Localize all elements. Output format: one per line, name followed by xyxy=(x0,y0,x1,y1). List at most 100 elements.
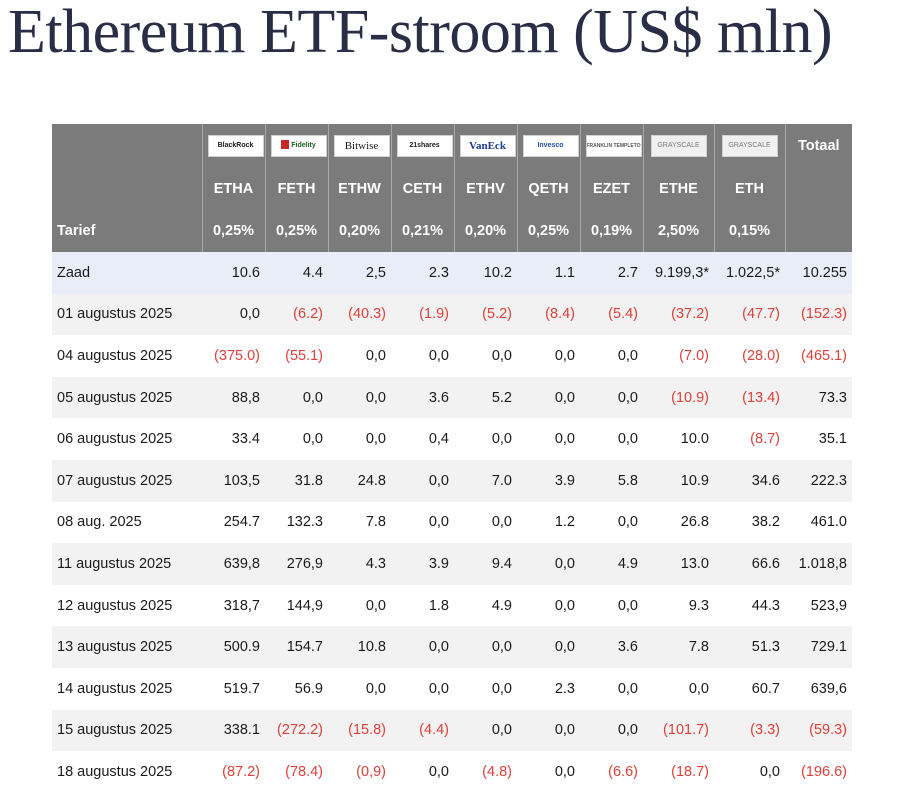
flow-cell: (375.0) xyxy=(214,347,260,364)
flow-cell: (28.0) xyxy=(742,347,780,364)
flow-cell: (0,9) xyxy=(356,763,386,780)
flow-cell: 0,0 xyxy=(302,389,323,406)
fee-cell: 0,20% xyxy=(453,210,517,252)
flow-cell: 0,0 xyxy=(617,597,638,614)
fee-cell: 0,25% xyxy=(516,210,580,252)
page-title: Ethereum ETF-stroom (US$ mln) xyxy=(8,0,833,66)
flow-cell: 0,0 xyxy=(428,347,449,364)
ticker-eth: ETH xyxy=(713,167,785,210)
flow-cell: (55.1) xyxy=(285,347,323,364)
flow-cell: 0,0 xyxy=(554,555,575,572)
flow-cell: 0,0 xyxy=(428,639,449,656)
vaneck-logo: VanEck xyxy=(459,134,516,157)
fee-cell: 2,50% xyxy=(642,210,714,252)
flow-cell: 0,0 xyxy=(554,722,575,739)
flow-cell: 10.8 xyxy=(357,639,386,656)
flow-cell: (4.4) xyxy=(419,722,449,739)
table-row: Zaad 10.6 4.4 2,5 2.3 10.2 1.1 2.7 9.199,3* 1.022… xyxy=(52,252,852,294)
flow-cell: 0,0 xyxy=(617,514,638,531)
flow-cell: 729.1 xyxy=(810,639,847,656)
flow-cell: 0,0 xyxy=(617,389,638,406)
flow-cell: 0,0 xyxy=(428,763,449,780)
flow-cell: 0,0 xyxy=(365,431,386,448)
ticker-ezet: EZET xyxy=(579,167,643,210)
flow-cell: 4.9 xyxy=(617,555,638,572)
flow-cell: 0,0 xyxy=(554,597,575,614)
table-row: 11 augustus 2025 639,8 276,9 4.3 3.9 9.4 0,0 4.… xyxy=(52,543,852,585)
flow-cell: 13.0 xyxy=(680,555,709,572)
row-label: 15 augustus 2025 xyxy=(57,722,173,739)
flow-cell: 639,8 xyxy=(223,555,260,572)
flow-cell: 0,0 xyxy=(617,431,638,448)
row-label: 13 augustus 2025 xyxy=(57,639,173,656)
flow-cell: 0,0 xyxy=(688,680,709,697)
flow-cell: 0,0 xyxy=(239,306,260,323)
flow-cell: (47.7) xyxy=(742,306,780,323)
flow-cell: 0,0 xyxy=(365,389,386,406)
row-label: 01 augustus 2025 xyxy=(57,306,173,323)
flow-cell: (152.3) xyxy=(801,306,847,323)
logo-row: BlackRock Fidelity Bitwise 21shares VanE… xyxy=(52,124,852,167)
flow-cell: 0,0 xyxy=(554,431,575,448)
flow-cell: (78.4) xyxy=(285,763,323,780)
flow-cell: 24.8 xyxy=(357,472,386,489)
ticker-feth: FETH xyxy=(264,167,328,210)
flow-cell: 3.9 xyxy=(428,555,449,572)
fee-label: Tarief xyxy=(57,223,96,239)
flow-cell: 519.7 xyxy=(223,680,260,697)
flow-cell: 318,7 xyxy=(223,597,260,614)
flow-cell: 0,4 xyxy=(428,431,449,448)
flow-cell: 38.2 xyxy=(751,514,780,531)
flow-cell: 10.6 xyxy=(231,264,260,281)
flow-cell: (18.7) xyxy=(671,763,709,780)
flow-cell: (13.4) xyxy=(742,389,780,406)
row-label: 04 augustus 2025 xyxy=(57,347,173,364)
flow-cell: 0,0 xyxy=(491,722,512,739)
flow-cell: 0,0 xyxy=(554,389,575,406)
flow-cell: 2,5 xyxy=(365,264,386,281)
flow-cell: 7.8 xyxy=(688,639,709,656)
flow-cell: 10.0 xyxy=(680,431,709,448)
flow-cell: 10.2 xyxy=(483,264,512,281)
table-row: 13 augustus 2025 500.9 154.7 10.8 0,0 0,0 0,0 3… xyxy=(52,626,852,668)
flow-cell: (8.7) xyxy=(750,431,780,448)
row-label: 05 augustus 2025 xyxy=(57,389,173,406)
flow-cell: 461.0 xyxy=(810,514,847,531)
flow-cell: 7.0 xyxy=(491,472,512,489)
flow-cell: 33.4 xyxy=(231,431,260,448)
flow-cell: 338.1 xyxy=(223,722,260,739)
flow-cell: 2.3 xyxy=(428,264,449,281)
row-label: 06 augustus 2025 xyxy=(57,431,173,448)
row-label: 11 augustus 2025 xyxy=(57,555,172,572)
flow-cell: (272.2) xyxy=(277,722,323,739)
table-row: 14 augustus 2025 519.7 56.9 0,0 0,0 0,0 2.3 0,0… xyxy=(52,667,852,710)
flow-cell: 34.6 xyxy=(751,472,780,489)
etf-flow-table: BlackRock Fidelity Bitwise 21shares VanE… xyxy=(52,124,852,793)
flow-cell: 0,0 xyxy=(491,639,512,656)
flow-cell: 88,8 xyxy=(231,389,260,406)
flow-cell: 3.6 xyxy=(428,389,449,406)
table-row: 07 augustus 2025 103,5 31.8 24.8 0,0 7.0 3.9 5.… xyxy=(52,459,852,502)
flow-cell: 523,9 xyxy=(810,597,847,614)
table-row: 08 aug. 2025 254.7 132.3 7.8 0,0 0,0 1.2 0,0 26.… xyxy=(52,501,852,544)
flow-cell: (6.2) xyxy=(293,306,323,323)
flow-cell: 35.1 xyxy=(818,431,847,448)
flow-cell: 3.6 xyxy=(617,639,638,656)
row-label: 18 augustus 2025 xyxy=(57,763,173,780)
flow-cell: 0,0 xyxy=(365,680,386,697)
row-label: 14 augustus 2025 xyxy=(57,680,173,697)
flow-cell: (59.3) xyxy=(809,722,847,739)
flow-cell: (465.1) xyxy=(801,347,847,364)
flow-cell: 4.4 xyxy=(302,264,323,281)
flow-cell: (10.9) xyxy=(671,389,709,406)
fee-total-cell xyxy=(784,210,852,252)
flow-cell: 5.8 xyxy=(617,472,638,489)
flow-cell: (40.3) xyxy=(348,306,386,323)
blackrock-logo: BlackRock xyxy=(207,134,264,157)
flow-cell: 9.4 xyxy=(491,555,512,572)
flow-cell: 5.2 xyxy=(491,389,512,406)
grayscale-logo: GRAYSCALE xyxy=(650,134,707,157)
corner-cell xyxy=(52,124,202,167)
flow-cell: (8.4) xyxy=(545,306,575,323)
ticker-ceth: CETH xyxy=(390,167,454,210)
